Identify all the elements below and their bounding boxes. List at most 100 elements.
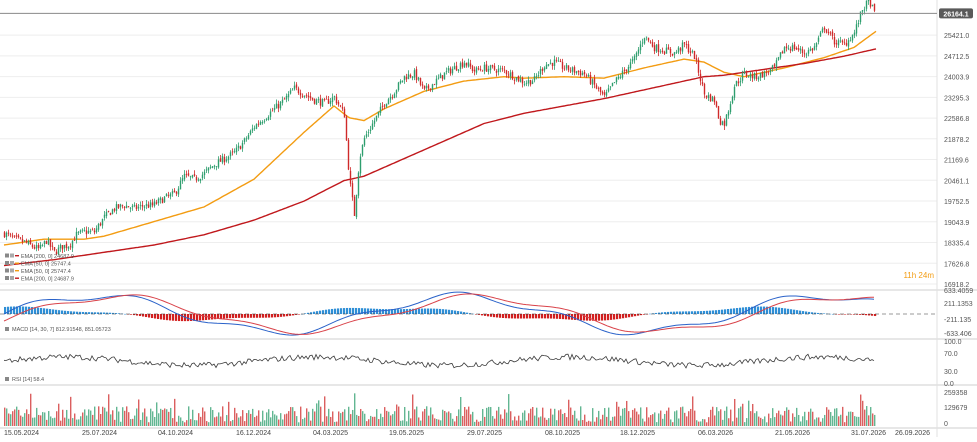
candle-body: [311, 97, 314, 100]
macd-histogram-bar: [157, 314, 160, 319]
macd-histogram-bar: [580, 314, 583, 321]
candle-body: [709, 94, 712, 102]
volume-bar: [846, 415, 848, 426]
volume-bar: [270, 417, 272, 426]
candle-body: [203, 171, 206, 176]
volume-bar: [436, 419, 438, 426]
volume-tick-label: 129679: [944, 405, 967, 412]
macd-histogram-bar: [544, 314, 547, 319]
volume-bar: [16, 406, 18, 426]
candle-body: [101, 218, 104, 226]
candle-body: [243, 138, 246, 143]
macd-histogram-bar: [391, 309, 394, 314]
macd-histogram-bar: [31, 307, 34, 314]
macd-histogram-bar: [838, 314, 841, 315]
candle-body: [681, 42, 684, 52]
candle-body: [315, 99, 318, 105]
macd-tick-label: 633.4059: [944, 288, 973, 295]
macd-histogram-bar: [748, 306, 751, 314]
candle-body: [655, 44, 658, 52]
macd-histogram-bar: [97, 312, 100, 314]
volume-bar: [92, 414, 94, 426]
macd-histogram-bar: [547, 314, 550, 319]
candle-body: [397, 82, 400, 90]
macd-histogram-bar: [511, 314, 514, 319]
candle-body: [327, 99, 330, 104]
candle-body: [821, 28, 824, 32]
candle-body: [511, 71, 514, 80]
macd-histogram-bar: [508, 314, 511, 319]
candle-body: [863, 9, 866, 11]
volume-bar: [414, 409, 416, 426]
price-tick-label: 23295.3: [944, 95, 969, 102]
macd-histogram-bar: [523, 314, 526, 319]
volume-bar: [62, 409, 64, 426]
candle-body: [647, 37, 650, 41]
candle-body: [183, 173, 186, 180]
macd-histogram-bar: [187, 314, 190, 322]
legend-close-icon: [10, 261, 14, 265]
macd-histogram-bar: [109, 312, 112, 314]
candle-body: [497, 68, 500, 72]
time-axis[interactable]: 15.05.2024 25.07.2024 04.10.2024 16.12.2024…: [4, 430, 930, 437]
candle-body: [75, 231, 78, 240]
volume-bar: [870, 407, 872, 426]
volume-bar: [398, 406, 400, 426]
candle-body: [753, 73, 756, 79]
volume-bar: [526, 420, 528, 426]
candle-body: [713, 97, 716, 103]
macd-histogram-bar: [655, 312, 658, 314]
candle-body: [411, 76, 414, 79]
volume-bar: [860, 394, 862, 426]
candle-body: [305, 95, 308, 97]
volume-bar: [750, 411, 752, 426]
volume-bar: [404, 406, 406, 426]
volume-bar: [196, 420, 198, 426]
macd-histogram-bar: [640, 314, 643, 316]
candle-body: [561, 61, 564, 69]
volume-bar: [808, 411, 810, 426]
candle-body: [151, 202, 154, 206]
candle-body: [869, 0, 872, 7]
candle-body: [455, 65, 458, 71]
macd-histogram-bar: [268, 314, 271, 318]
candle-body: [819, 32, 822, 37]
candle-body: [41, 244, 44, 246]
volume-bar: [344, 409, 346, 426]
candle-body: [453, 66, 456, 70]
volume-bar: [550, 408, 552, 426]
volume-bar: [258, 410, 260, 426]
candle-body: [491, 65, 494, 67]
candle-body: [619, 76, 622, 78]
volume-bar: [620, 415, 622, 426]
volume-bar: [36, 407, 38, 426]
candle-body: [95, 228, 98, 233]
candle-body: [825, 29, 828, 33]
candle-body: [701, 82, 704, 85]
volume-bar: [88, 409, 90, 426]
volume-bar: [616, 401, 618, 426]
candle-body: [349, 170, 352, 184]
candle-body: [229, 152, 232, 157]
candle-body: [31, 244, 34, 248]
volume-bar: [618, 406, 620, 426]
volume-bar: [280, 413, 282, 426]
rsi-label: RSI [14] 58.4: [12, 377, 44, 383]
candle-body: [859, 11, 862, 23]
candle-body: [173, 190, 176, 193]
macd-histogram-bar: [133, 314, 136, 316]
candle-body: [5, 232, 8, 238]
candle-body: [785, 46, 788, 49]
macd-histogram-bar: [292, 314, 295, 316]
macd-histogram-bar: [673, 311, 676, 314]
candle-body: [549, 62, 552, 64]
price-axis[interactable]: 25421.0 24712.5 24003.9 23295.3 22586.8 21878…: [903, 8, 973, 289]
macd-histogram-bar: [427, 308, 430, 314]
macd-tick-label: -211.135: [944, 317, 971, 324]
candle-body: [437, 77, 440, 79]
candle-body: [277, 104, 280, 109]
candle-body: [159, 197, 162, 200]
